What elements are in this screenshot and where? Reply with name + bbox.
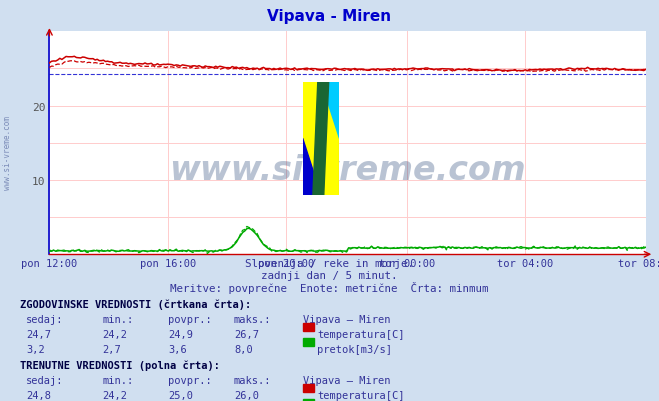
Text: ZGODOVINSKE VREDNOSTI (črtkana črta):: ZGODOVINSKE VREDNOSTI (črtkana črta): xyxy=(20,299,251,309)
Text: temperatura[C]: temperatura[C] xyxy=(317,329,405,339)
Text: 24,2: 24,2 xyxy=(102,329,127,339)
Text: min.:: min.: xyxy=(102,314,133,324)
Text: 26,7: 26,7 xyxy=(234,329,259,339)
Text: sedaj:: sedaj: xyxy=(26,314,64,324)
Text: 25,0: 25,0 xyxy=(168,390,193,400)
Text: min.:: min.: xyxy=(102,375,133,385)
Polygon shape xyxy=(313,81,329,197)
Text: 3,6: 3,6 xyxy=(168,344,186,354)
Text: maks.:: maks.: xyxy=(234,314,272,324)
Text: TRENUTNE VREDNOSTI (polna črta):: TRENUTNE VREDNOSTI (polna črta): xyxy=(20,360,219,370)
Text: www.si-vreme.com: www.si-vreme.com xyxy=(169,154,526,186)
Text: Vipava – Miren: Vipava – Miren xyxy=(303,314,391,324)
Polygon shape xyxy=(321,83,339,139)
Text: Vipava - Miren: Vipava - Miren xyxy=(268,9,391,24)
Text: 3,2: 3,2 xyxy=(26,344,45,354)
Text: Vipava – Miren: Vipava – Miren xyxy=(303,375,391,385)
Text: 24,9: 24,9 xyxy=(168,329,193,339)
Text: 24,7: 24,7 xyxy=(26,329,51,339)
Text: 24,2: 24,2 xyxy=(102,390,127,400)
Polygon shape xyxy=(321,139,339,195)
Polygon shape xyxy=(321,83,339,139)
Text: Slovenija / reke in morje.: Slovenija / reke in morje. xyxy=(245,259,414,269)
Polygon shape xyxy=(302,83,339,195)
Text: 2,7: 2,7 xyxy=(102,344,121,354)
Text: www.si-vreme.com: www.si-vreme.com xyxy=(3,115,13,189)
Polygon shape xyxy=(302,83,321,139)
Text: maks.:: maks.: xyxy=(234,375,272,385)
Text: Meritve: povprečne  Enote: metrične  Črta: minmum: Meritve: povprečne Enote: metrične Črta:… xyxy=(170,281,489,293)
Text: povpr.:: povpr.: xyxy=(168,375,212,385)
Text: povpr.:: povpr.: xyxy=(168,314,212,324)
Text: temperatura[C]: temperatura[C] xyxy=(317,390,405,400)
Text: pretok[m3/s]: pretok[m3/s] xyxy=(317,344,392,354)
Polygon shape xyxy=(302,139,321,195)
Text: 8,0: 8,0 xyxy=(234,344,252,354)
Text: zadnji dan / 5 minut.: zadnji dan / 5 minut. xyxy=(261,270,398,280)
Text: 24,8: 24,8 xyxy=(26,390,51,400)
Text: 26,0: 26,0 xyxy=(234,390,259,400)
Text: sedaj:: sedaj: xyxy=(26,375,64,385)
